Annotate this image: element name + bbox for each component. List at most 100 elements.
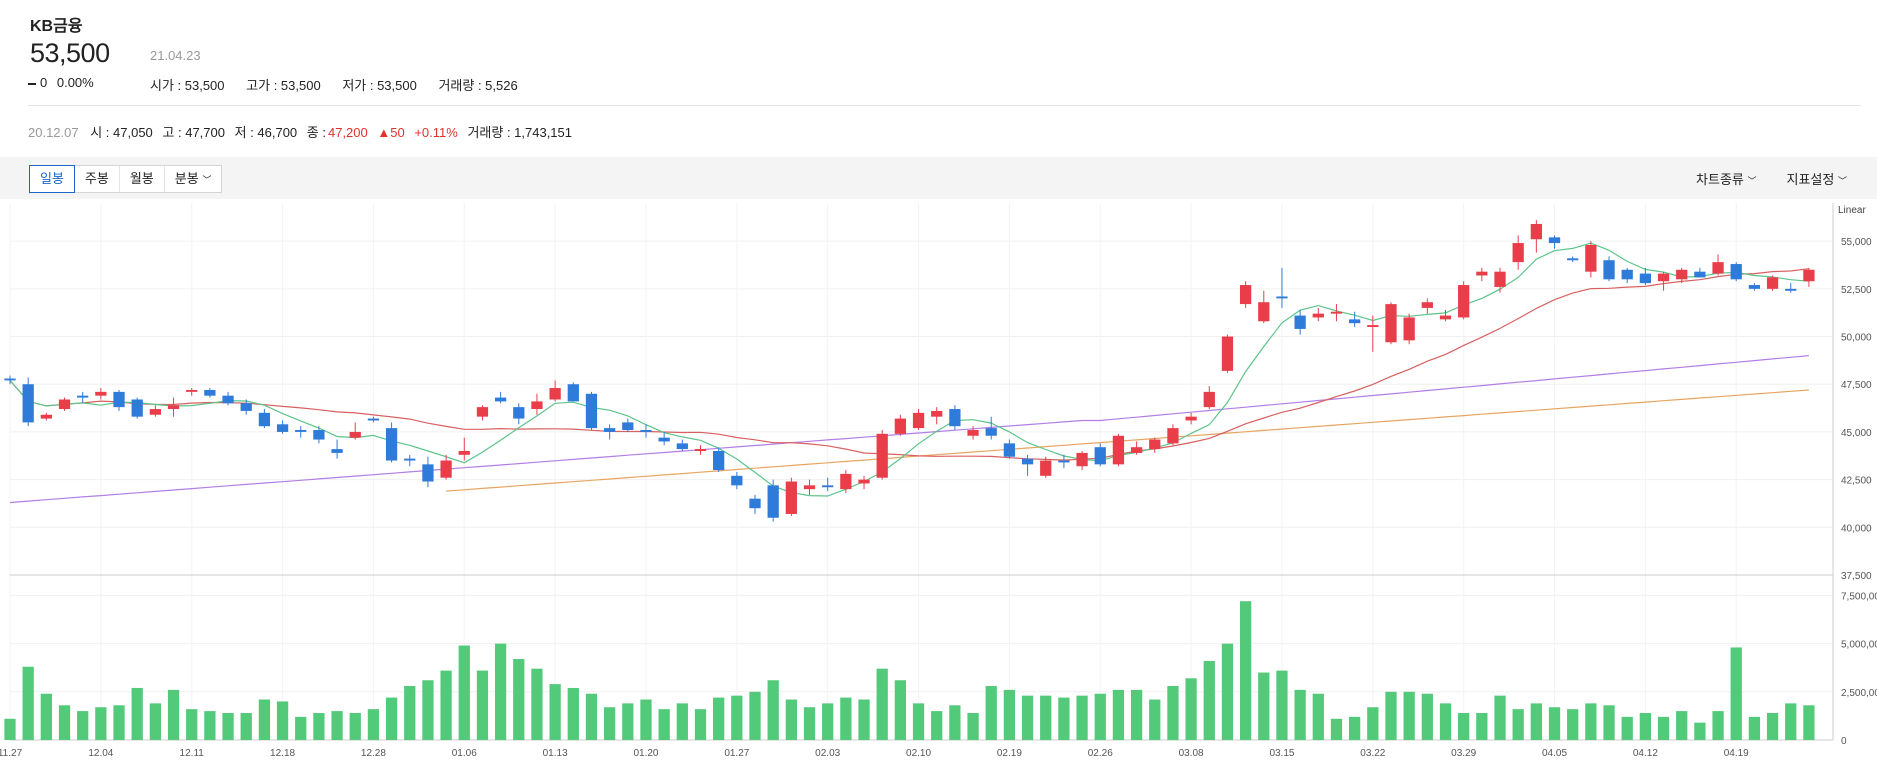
candle-body bbox=[349, 431, 361, 438]
volume-tick-label: 7,500,000 bbox=[1841, 591, 1877, 602]
candle-body bbox=[149, 409, 161, 415]
candle-body bbox=[822, 485, 834, 488]
candle-body bbox=[1766, 277, 1779, 289]
volume-bar bbox=[440, 670, 452, 740]
volume-bar bbox=[967, 713, 979, 740]
volume-bar bbox=[1439, 703, 1452, 740]
scale-label: Linear bbox=[1838, 205, 1866, 216]
chart-type-button[interactable]: 차트종류 ﹀ bbox=[1696, 169, 1756, 188]
candle-body bbox=[604, 428, 616, 432]
candle-body bbox=[1585, 244, 1597, 272]
volume-bar bbox=[367, 709, 380, 740]
volume-bar bbox=[1058, 697, 1070, 740]
change-value: 0 bbox=[40, 75, 48, 90]
candle-body bbox=[567, 384, 579, 402]
volume-bar bbox=[422, 680, 434, 740]
volume-bar bbox=[1239, 601, 1252, 740]
candle-body bbox=[949, 409, 961, 427]
candle-body bbox=[422, 464, 434, 482]
volume-bar bbox=[1458, 713, 1470, 740]
volume-bar bbox=[40, 693, 52, 740]
candle-body bbox=[803, 485, 816, 490]
volume-bar bbox=[622, 703, 634, 740]
volume-bar bbox=[1421, 693, 1433, 740]
volume-bar bbox=[1003, 689, 1016, 740]
price-tick-label: 45,000 bbox=[1841, 428, 1872, 439]
candle-body bbox=[494, 397, 507, 402]
tab-monthly[interactable]: 월봉 bbox=[120, 166, 165, 192]
candle-body bbox=[1639, 273, 1652, 284]
volume-bar bbox=[749, 691, 761, 740]
volume-bar bbox=[1021, 695, 1034, 740]
x-tick-label: 04.19 bbox=[1724, 748, 1749, 759]
period-tabs: 일봉 주봉 월봉 분봉 ﹀ bbox=[29, 165, 223, 193]
volume-bar bbox=[567, 687, 579, 740]
candle-body bbox=[1258, 302, 1270, 322]
volume-bar bbox=[513, 659, 525, 740]
candle-body bbox=[1330, 311, 1343, 314]
volume-bar bbox=[876, 668, 888, 740]
volume-bar bbox=[1367, 707, 1379, 740]
price-tick-label: 50,000 bbox=[1841, 333, 1872, 344]
volume-bar bbox=[1530, 703, 1542, 740]
volume-bar bbox=[1512, 709, 1524, 740]
volume-bar bbox=[1203, 660, 1215, 740]
candle-body bbox=[240, 403, 252, 411]
ohlc-summary: 시가 : 53,500 고가 : 53,500 저가 : 53,500 거래량 … bbox=[150, 75, 536, 94]
volume-bar bbox=[240, 713, 252, 740]
candle-body bbox=[1785, 288, 1797, 291]
volume-bar bbox=[1494, 695, 1506, 740]
candle-body bbox=[1530, 223, 1542, 240]
volume-bar bbox=[204, 711, 216, 740]
indicator-settings-button[interactable]: 지표설정 ﹀ bbox=[1787, 169, 1847, 188]
info-open: 시 : 47,050 bbox=[90, 125, 153, 140]
volume-bar bbox=[1040, 695, 1052, 740]
candle-body bbox=[676, 443, 688, 450]
x-tick-label: 02.19 bbox=[997, 748, 1022, 759]
candle-body bbox=[1185, 416, 1197, 421]
volume-bar bbox=[604, 707, 616, 740]
chevron-down-icon: ﹀ bbox=[202, 175, 212, 185]
volume-bar bbox=[785, 699, 797, 740]
candle-body bbox=[1476, 271, 1488, 276]
volume-bar bbox=[1567, 709, 1579, 740]
volume-bar bbox=[640, 699, 652, 740]
low-price: 저가 : 53,500 bbox=[342, 78, 417, 93]
x-tick-label: 03.22 bbox=[1360, 748, 1385, 759]
candle-body bbox=[967, 430, 979, 436]
ma120-line bbox=[446, 389, 1809, 492]
candle-body bbox=[1385, 304, 1397, 343]
chevron-down-icon: ﹀ bbox=[1747, 176, 1757, 186]
candle-body bbox=[1349, 319, 1361, 324]
volume-bar bbox=[985, 686, 997, 740]
price-change: 0 0.00% bbox=[28, 75, 94, 90]
price-tick-label: 47,500 bbox=[1841, 380, 1872, 391]
candle-body bbox=[549, 388, 561, 400]
candle-body bbox=[858, 479, 870, 484]
volume-bar bbox=[931, 711, 943, 740]
volume-bar bbox=[531, 668, 543, 740]
price-tick-label: 42,500 bbox=[1841, 476, 1872, 487]
volume-bar bbox=[1476, 713, 1488, 740]
stock-chart[interactable]: Linear 55,000 52,500 50,000 47,500 45,000 42,5… bbox=[0, 203, 1877, 763]
tab-daily[interactable]: 일봉 bbox=[29, 165, 75, 193]
volume-bar bbox=[822, 703, 834, 740]
candle-body bbox=[1403, 317, 1415, 341]
x-tick-label: 12.11 bbox=[180, 748, 205, 759]
volume-bar bbox=[894, 680, 907, 740]
candle-body bbox=[22, 384, 34, 423]
volume-bar bbox=[58, 705, 71, 740]
volume-bar bbox=[658, 709, 670, 740]
volume-bar bbox=[1748, 716, 1761, 740]
volume-bar bbox=[1076, 695, 1088, 740]
volume-bar bbox=[385, 697, 398, 740]
volume-bar bbox=[131, 687, 143, 740]
volume-bar bbox=[1349, 716, 1361, 740]
tab-minute[interactable]: 분봉 ﹀ bbox=[165, 166, 222, 192]
candle-body bbox=[1130, 447, 1143, 453]
volume-bar bbox=[1621, 716, 1633, 740]
chevron-down-icon: ﹀ bbox=[1837, 176, 1847, 186]
volume-bar bbox=[585, 693, 598, 740]
candle-body bbox=[458, 451, 470, 455]
tab-weekly[interactable]: 주봉 bbox=[75, 166, 120, 192]
